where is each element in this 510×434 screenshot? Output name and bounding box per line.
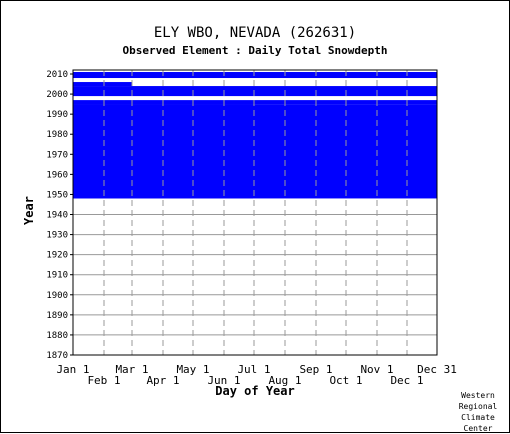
x-tick-label: Apr 1 (146, 374, 179, 387)
data-block (73, 86, 437, 97)
x-tick-label: Sep 1 (299, 363, 332, 376)
x-tick-label: Mar 1 (115, 363, 148, 376)
x-tick-label: May 1 (176, 363, 209, 376)
credit-line: Center (463, 424, 493, 433)
x-tick-label: Jul 1 (237, 363, 270, 376)
y-tick-label: 2000 (46, 90, 68, 100)
credit-line: Regional (458, 402, 498, 411)
chart-title: ELY WBO, NEVADA (262631) (153, 25, 357, 41)
data-block (73, 72, 437, 79)
x-tick-label: Dec 31 (417, 363, 457, 376)
y-tick-label: 1990 (46, 110, 68, 120)
x-tick-label: Dec 1 (390, 374, 423, 387)
y-tick-label: 1950 (46, 190, 68, 200)
credit-line: Climate (461, 413, 495, 422)
credit-line: Western (461, 391, 495, 400)
y-tick-label: 1900 (46, 291, 68, 301)
y-tick-label: 1910 (46, 271, 68, 281)
x-tick-label: Jun 1 (207, 374, 240, 387)
y-tick-label: 1920 (46, 251, 68, 261)
x-tick-label: Jan 1 (56, 363, 89, 376)
y-tick-label: 2010 (46, 70, 68, 80)
y-tick-label: 1960 (46, 170, 68, 180)
y-tick-label: 1890 (46, 311, 68, 321)
y-tick-label: 1870 (46, 351, 68, 361)
chart-subtitle: Observed Element : Daily Total Snowdepth (122, 44, 388, 57)
x-tick-label: Oct 1 (329, 374, 362, 387)
x-axis-label: Day of Year (215, 384, 295, 398)
x-tick-label: Feb 1 (87, 374, 120, 387)
y-tick-label: 1970 (46, 150, 68, 160)
y-tick-label: 1880 (46, 331, 68, 341)
x-tick-label: Aug 1 (268, 374, 301, 387)
credit-text: Western Regional Climate Center (453, 390, 503, 434)
data-block (73, 82, 132, 87)
y-tick-label: 1940 (46, 211, 68, 221)
y-tick-label: 1930 (46, 231, 68, 241)
x-tick-label: Nov 1 (360, 363, 393, 376)
plot-border (72, 69, 438, 356)
y-tick-label: 1980 (46, 130, 68, 140)
data-block (73, 100, 437, 105)
